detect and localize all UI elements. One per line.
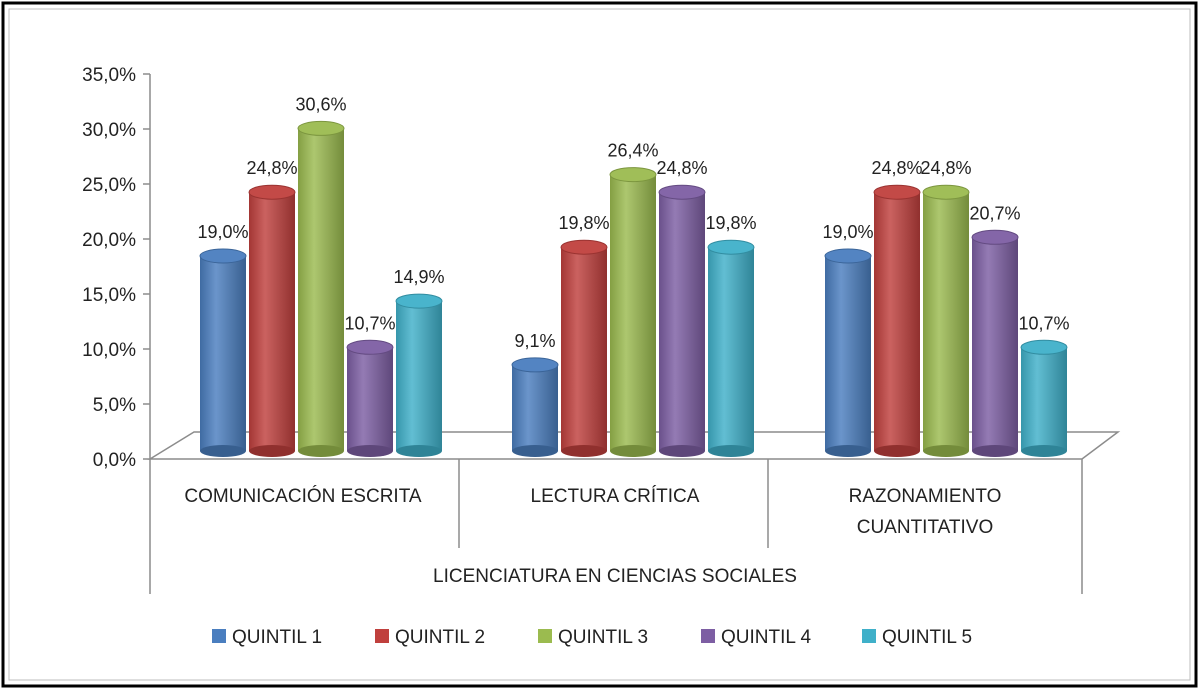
category-label: LECTURA CRÍTICA (531, 486, 700, 507)
legend-item: QUINTIL 1 (212, 627, 322, 648)
y-tick-label: 35,0% (82, 65, 136, 86)
y-tick-label: 0,0% (93, 450, 136, 471)
y-tick-label: 10,0% (82, 340, 136, 361)
bar (248, 184, 296, 457)
y-tick-label: 25,0% (82, 175, 136, 196)
category-label: RAZONAMIENTO (849, 486, 1002, 507)
legend-swatch (862, 629, 876, 643)
group-label: LICENCIATURA EN CIENCIAS SOCIALES (433, 566, 797, 587)
legend-item: QUINTIL 5 (862, 627, 972, 648)
data-label: 24,8% (920, 158, 971, 178)
data-label: 19,0% (822, 222, 873, 242)
legend-item: QUINTIL 2 (375, 627, 485, 648)
bar (297, 120, 345, 457)
bar (199, 248, 247, 457)
legend-label: QUINTIL 4 (721, 627, 812, 648)
bar (1020, 339, 1068, 457)
bar (658, 184, 706, 457)
y-tick-label: 15,0% (82, 285, 136, 306)
bar (346, 339, 394, 457)
bar (560, 239, 608, 457)
data-label: 10,7% (344, 313, 395, 333)
plot-area-border (8, 8, 1191, 681)
category-axis: COMUNICACIÓN ESCRITA LECTURA CRÍTICA RAZON… (149, 459, 1083, 594)
bar (609, 167, 657, 457)
data-label: 30,6% (295, 94, 346, 114)
bar (395, 293, 443, 457)
y-tick-label: 5,0% (93, 395, 136, 416)
bars (199, 120, 1068, 457)
data-label: 24,8% (246, 158, 297, 178)
legend-label: QUINTIL 1 (232, 627, 322, 648)
bar (707, 239, 755, 457)
category-label: CUANTITATIVO (857, 517, 994, 538)
legend-swatch (538, 629, 552, 643)
legend-label: QUINTIL 5 (882, 627, 972, 648)
legend-swatch (375, 629, 389, 643)
legend-label: QUINTIL 2 (395, 627, 485, 648)
bar (922, 184, 970, 457)
data-label: 19,8% (558, 213, 609, 233)
legend-swatch (701, 629, 715, 643)
bar (873, 184, 921, 457)
bar (824, 248, 872, 457)
data-label: 19,0% (197, 222, 248, 242)
data-label: 24,8% (871, 158, 922, 178)
data-label: 26,4% (607, 141, 658, 161)
legend: QUINTIL 1 QUINTIL 2 QUINTIL 3 QUINTIL 4 QUIN… (212, 627, 972, 648)
data-label: 24,8% (656, 158, 707, 178)
data-labels: 19,0%24,8%30,6%10,7%14,9%9,1%19,8%26,4%2… (197, 94, 1069, 351)
data-label: 20,7% (969, 203, 1020, 223)
legend-item: QUINTIL 4 (701, 627, 812, 648)
y-tick-label: 30,0% (82, 120, 136, 141)
bar (971, 229, 1019, 457)
legend-label: QUINTIL 3 (558, 627, 648, 648)
legend-item: QUINTIL 3 (538, 627, 648, 648)
data-label: 14,9% (393, 267, 444, 287)
data-label: 9,1% (514, 331, 555, 351)
data-label: 10,7% (1018, 313, 1069, 333)
data-label: 19,8% (705, 213, 756, 233)
legend-swatch (212, 629, 226, 643)
category-label: COMUNICACIÓN ESCRITA (184, 485, 421, 507)
bar (511, 357, 559, 457)
y-tick-label: 20,0% (82, 230, 136, 251)
